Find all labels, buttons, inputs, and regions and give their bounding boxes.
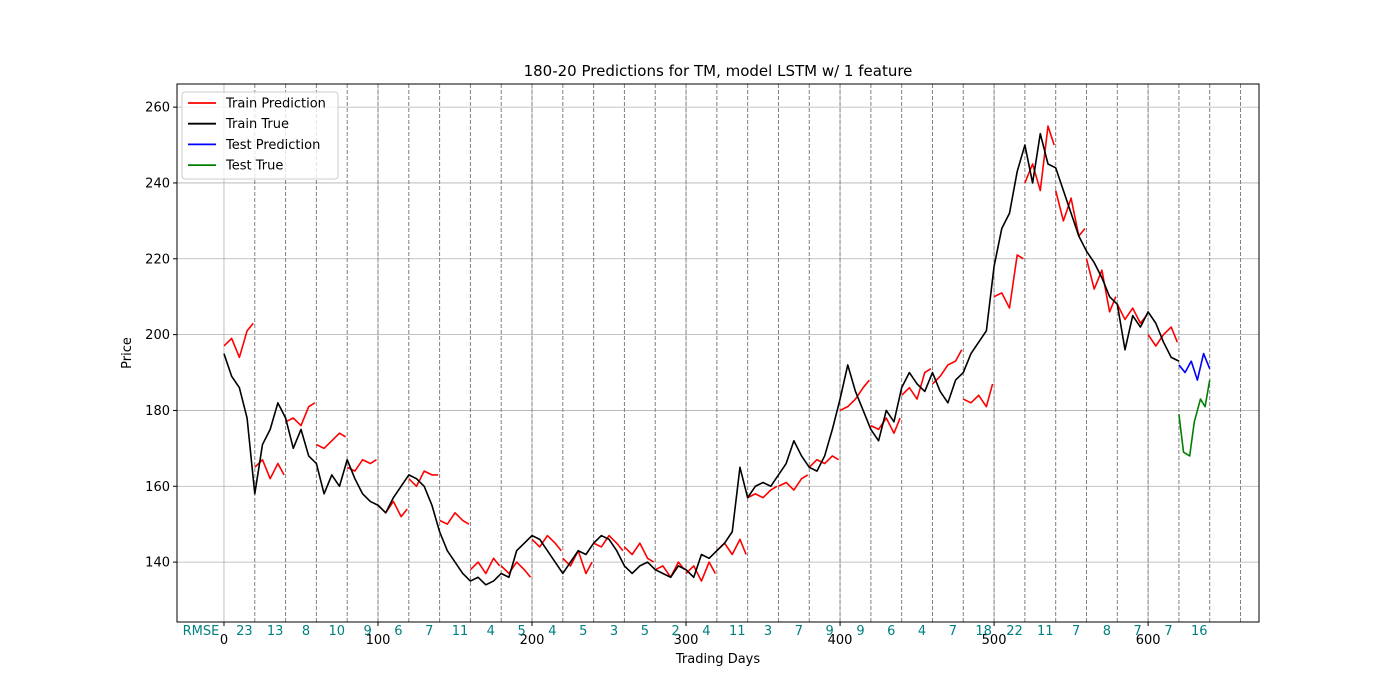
axes-frame bbox=[176, 83, 1260, 623]
legend-label: Train Prediction bbox=[225, 97, 326, 112]
rmse-value: 5 bbox=[579, 624, 587, 639]
rmse-value: 4 bbox=[702, 624, 710, 639]
x-tick-label: 500 bbox=[982, 633, 1007, 648]
x-tick-label: 200 bbox=[520, 633, 545, 648]
rmse-value: 8 bbox=[302, 624, 310, 639]
rmse-value: 11 bbox=[1037, 624, 1054, 639]
rmse-value: 10 bbox=[329, 624, 346, 639]
rmse-value: 5 bbox=[641, 624, 649, 639]
rmse-value: 8 bbox=[1103, 624, 1111, 639]
legend: Train Prediction Train True Test Predictio… bbox=[181, 91, 339, 180]
series-line bbox=[223, 125, 1179, 582]
x-tick-label: 100 bbox=[366, 633, 391, 648]
rmse-value: 13 bbox=[267, 624, 284, 639]
rmse-value: 11 bbox=[729, 624, 746, 639]
plot bbox=[223, 125, 1211, 586]
y-tick-label: 220 bbox=[145, 252, 170, 267]
x-axis-label: Trading Days bbox=[675, 652, 760, 667]
rmse-value: 9 bbox=[363, 624, 371, 639]
y-tick-label: 180 bbox=[145, 404, 170, 419]
rmse-value: 2 bbox=[671, 624, 679, 639]
rmse-value: 22 bbox=[1006, 624, 1023, 639]
y-tick-label: 140 bbox=[145, 556, 170, 571]
rmse-value: 7 bbox=[1164, 624, 1172, 639]
legend-label: Test Prediction bbox=[225, 138, 320, 153]
rmse-value: 16 bbox=[1191, 624, 1208, 639]
x-tick-label: 0 bbox=[220, 633, 228, 648]
ticks: 140 160 180 200 220 240 260 0 100 200 300 400 500 600… bbox=[145, 101, 1207, 648]
rmse-value: 3 bbox=[764, 624, 772, 639]
rmse-value: 9 bbox=[856, 624, 864, 639]
rmse-value: 6 bbox=[887, 624, 895, 639]
chart-title: 180-20 Predictions for TM, model LSTM w/… bbox=[524, 62, 913, 80]
rmse-label: RMSE bbox=[183, 624, 220, 639]
legend-label: Train True bbox=[225, 117, 289, 132]
rmse-value: 4 bbox=[918, 624, 926, 639]
y-tick-label: 160 bbox=[145, 480, 170, 495]
rmse-value: 23 bbox=[236, 624, 253, 639]
rmse-value: 7 bbox=[795, 624, 803, 639]
x-tick-label: 400 bbox=[828, 633, 853, 648]
legend-label: Test True bbox=[225, 159, 283, 174]
rmse-value: 4 bbox=[548, 624, 556, 639]
rmse-value: 7 bbox=[949, 624, 957, 639]
y-axis-label: Price bbox=[120, 337, 135, 369]
rmse-value: 7 bbox=[1072, 624, 1080, 639]
rmse-value: 11 bbox=[452, 624, 469, 639]
x-tick-label: 300 bbox=[674, 633, 699, 648]
y-tick-label: 260 bbox=[145, 101, 170, 116]
series-line bbox=[1178, 352, 1211, 381]
y-tick-label: 240 bbox=[145, 176, 170, 191]
legend-box bbox=[181, 91, 339, 180]
rmse-value: 9 bbox=[826, 624, 834, 639]
x-tick-label: 600 bbox=[1136, 633, 1161, 648]
rmse-value: 18 bbox=[975, 624, 992, 639]
rmse-value: 3 bbox=[610, 624, 618, 639]
rmse-value: 7 bbox=[1134, 624, 1142, 639]
rmse-value: 5 bbox=[517, 624, 525, 639]
rmse-value: 6 bbox=[394, 624, 402, 639]
series-line bbox=[223, 132, 1180, 586]
y-tick-label: 200 bbox=[145, 328, 170, 343]
rmse-value: 4 bbox=[487, 624, 495, 639]
rmse-value: 7 bbox=[425, 624, 433, 639]
series-line bbox=[1178, 379, 1211, 457]
